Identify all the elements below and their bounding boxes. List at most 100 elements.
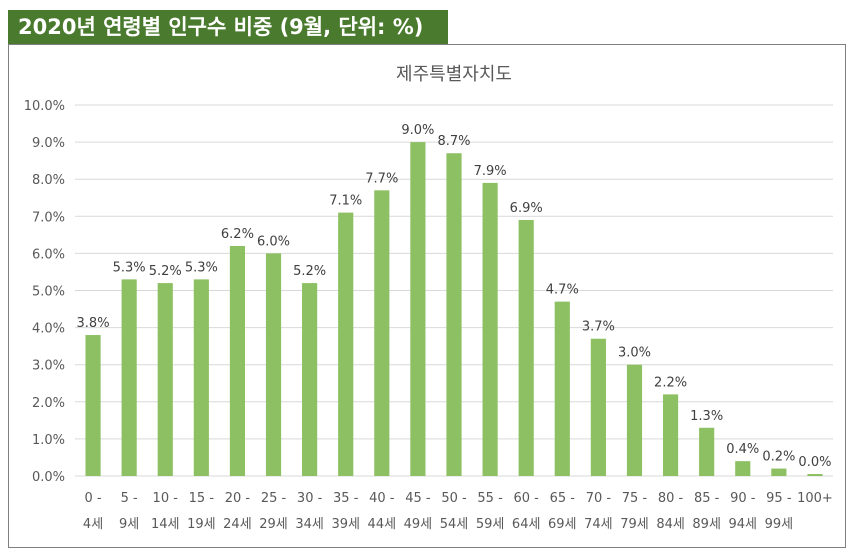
x-category-label: 10 -: [153, 491, 179, 506]
x-category-label: 59세: [476, 517, 505, 532]
data-label: 6.0%: [257, 234, 290, 249]
x-category-label: 34세: [295, 517, 324, 532]
x-category-label: 44세: [368, 517, 397, 532]
data-label: 5.3%: [185, 260, 218, 275]
data-label: 7.9%: [474, 164, 507, 179]
bars: [85, 142, 823, 476]
x-category-label: 75 -: [622, 491, 648, 506]
x-category-label: 50 -: [441, 491, 467, 506]
chart-header-title: 2020년 연령별 인구수 비중 (9월, 단위: %): [8, 10, 448, 44]
y-tick-label: 1.0%: [32, 433, 65, 448]
data-label: 5.2%: [293, 264, 326, 279]
bar: [518, 220, 534, 476]
x-category-label: 35 -: [333, 491, 359, 506]
x-category-label: 95 -: [766, 491, 792, 506]
data-label: 7.7%: [365, 171, 398, 186]
x-category-label: 74세: [584, 517, 613, 532]
data-label: 1.3%: [690, 409, 723, 424]
chart-title: 제주특별자치도: [396, 64, 512, 85]
x-category-label: 94세: [729, 517, 758, 532]
x-category-label: 25 -: [261, 491, 287, 506]
data-label: 3.8%: [77, 316, 110, 331]
x-category-label: 69세: [548, 517, 577, 532]
bar: [554, 301, 570, 476]
data-label: 5.3%: [113, 260, 146, 275]
bar: [807, 474, 823, 476]
x-category-label: 80 -: [658, 491, 684, 506]
x-category-label: 84세: [656, 517, 685, 532]
x-category-label: 100+: [797, 491, 833, 506]
bar-chart: 제주특별자치도 0.0% 1.0% 2.0% 3.0% 4.0% 5.0% 6.0% 7.0%…: [24, 64, 833, 532]
x-category-label: 45 -: [405, 491, 431, 506]
x-category-label: 40 -: [369, 491, 395, 506]
x-category-label: 90 -: [730, 491, 756, 506]
data-label: 0.4%: [726, 442, 759, 457]
x-category-label: 89세: [692, 517, 721, 532]
x-category-label: 30 -: [297, 491, 323, 506]
bar: [662, 394, 679, 476]
data-label: 2.2%: [654, 375, 687, 390]
bar: [410, 142, 426, 476]
x-category-label: 0 -: [84, 491, 101, 506]
chart-container: 제주특별자치도 0.0% 1.0% 2.0% 3.0% 4.0% 5.0% 6.0% 7.0%…: [8, 44, 846, 548]
x-category-label: 54세: [440, 517, 469, 532]
bar: [338, 212, 354, 476]
data-label: 8.7%: [437, 134, 470, 149]
x-category-label: 64세: [512, 517, 541, 532]
x-category-label: 5 -: [121, 491, 138, 506]
y-tick-label: 7.0%: [32, 210, 65, 225]
bar: [121, 279, 137, 476]
y-tick-label: 8.0%: [32, 173, 65, 188]
x-category-label: 19세: [187, 517, 216, 532]
data-label: 9.0%: [401, 123, 434, 138]
bar: [626, 364, 643, 476]
y-axis-ticks: 0.0% 1.0% 2.0% 3.0% 4.0% 5.0% 6.0% 7.0% 8.0% 9.0%…: [24, 99, 65, 485]
bar: [699, 427, 715, 476]
x-category-label: 39세: [331, 517, 360, 532]
x-axis-categories: 0 - 4세 5 - 9세 10 - 14세 15 - 19세 20 - 24세 25 - 29세 30…: [83, 491, 833, 532]
y-tick-label: 3.0%: [32, 359, 65, 374]
x-category-label: 24세: [223, 517, 252, 532]
data-label: 3.0%: [618, 346, 651, 361]
y-tick-label: 10.0%: [24, 99, 65, 114]
y-tick-label: 6.0%: [32, 247, 65, 262]
x-category-label: 65 -: [550, 491, 576, 506]
y-tick-label: 4.0%: [32, 322, 65, 337]
bar: [265, 253, 282, 476]
y-tick-label: 2.0%: [32, 396, 65, 411]
x-category-label: 85 -: [694, 491, 720, 506]
bar: [735, 461, 751, 476]
y-tick-label: 9.0%: [32, 136, 65, 151]
bar: [590, 338, 606, 476]
bar: [482, 182, 498, 476]
x-category-label: 4세: [83, 517, 103, 532]
x-category-label: 55 -: [477, 491, 503, 506]
y-tick-label: 5.0%: [32, 285, 65, 300]
data-label: 3.7%: [582, 320, 615, 335]
bar: [374, 190, 390, 476]
x-category-label: 99세: [765, 517, 794, 532]
data-label: 0.2%: [762, 450, 795, 465]
bar: [157, 283, 173, 476]
data-label: 6.2%: [221, 227, 254, 242]
x-category-label: 29세: [259, 517, 288, 532]
x-category-label: 9세: [119, 517, 139, 532]
bar: [302, 283, 318, 476]
bar: [193, 279, 209, 476]
x-category-label: 14세: [151, 517, 180, 532]
x-category-label: 49세: [404, 517, 433, 532]
data-label: 7.1%: [329, 194, 362, 209]
x-category-label: 15 -: [189, 491, 215, 506]
bar: [771, 468, 787, 476]
data-label: 4.7%: [546, 283, 579, 298]
bar: [446, 153, 462, 476]
y-tick-label: 0.0%: [32, 470, 65, 485]
data-label: 6.9%: [510, 201, 543, 216]
x-category-label: 60 -: [514, 491, 540, 506]
data-label: 5.2%: [149, 264, 182, 279]
x-category-label: 79세: [620, 517, 649, 532]
x-category-label: 70 -: [586, 491, 612, 506]
x-category-label: 20 -: [225, 491, 251, 506]
bar: [85, 335, 101, 476]
bar: [229, 245, 246, 476]
